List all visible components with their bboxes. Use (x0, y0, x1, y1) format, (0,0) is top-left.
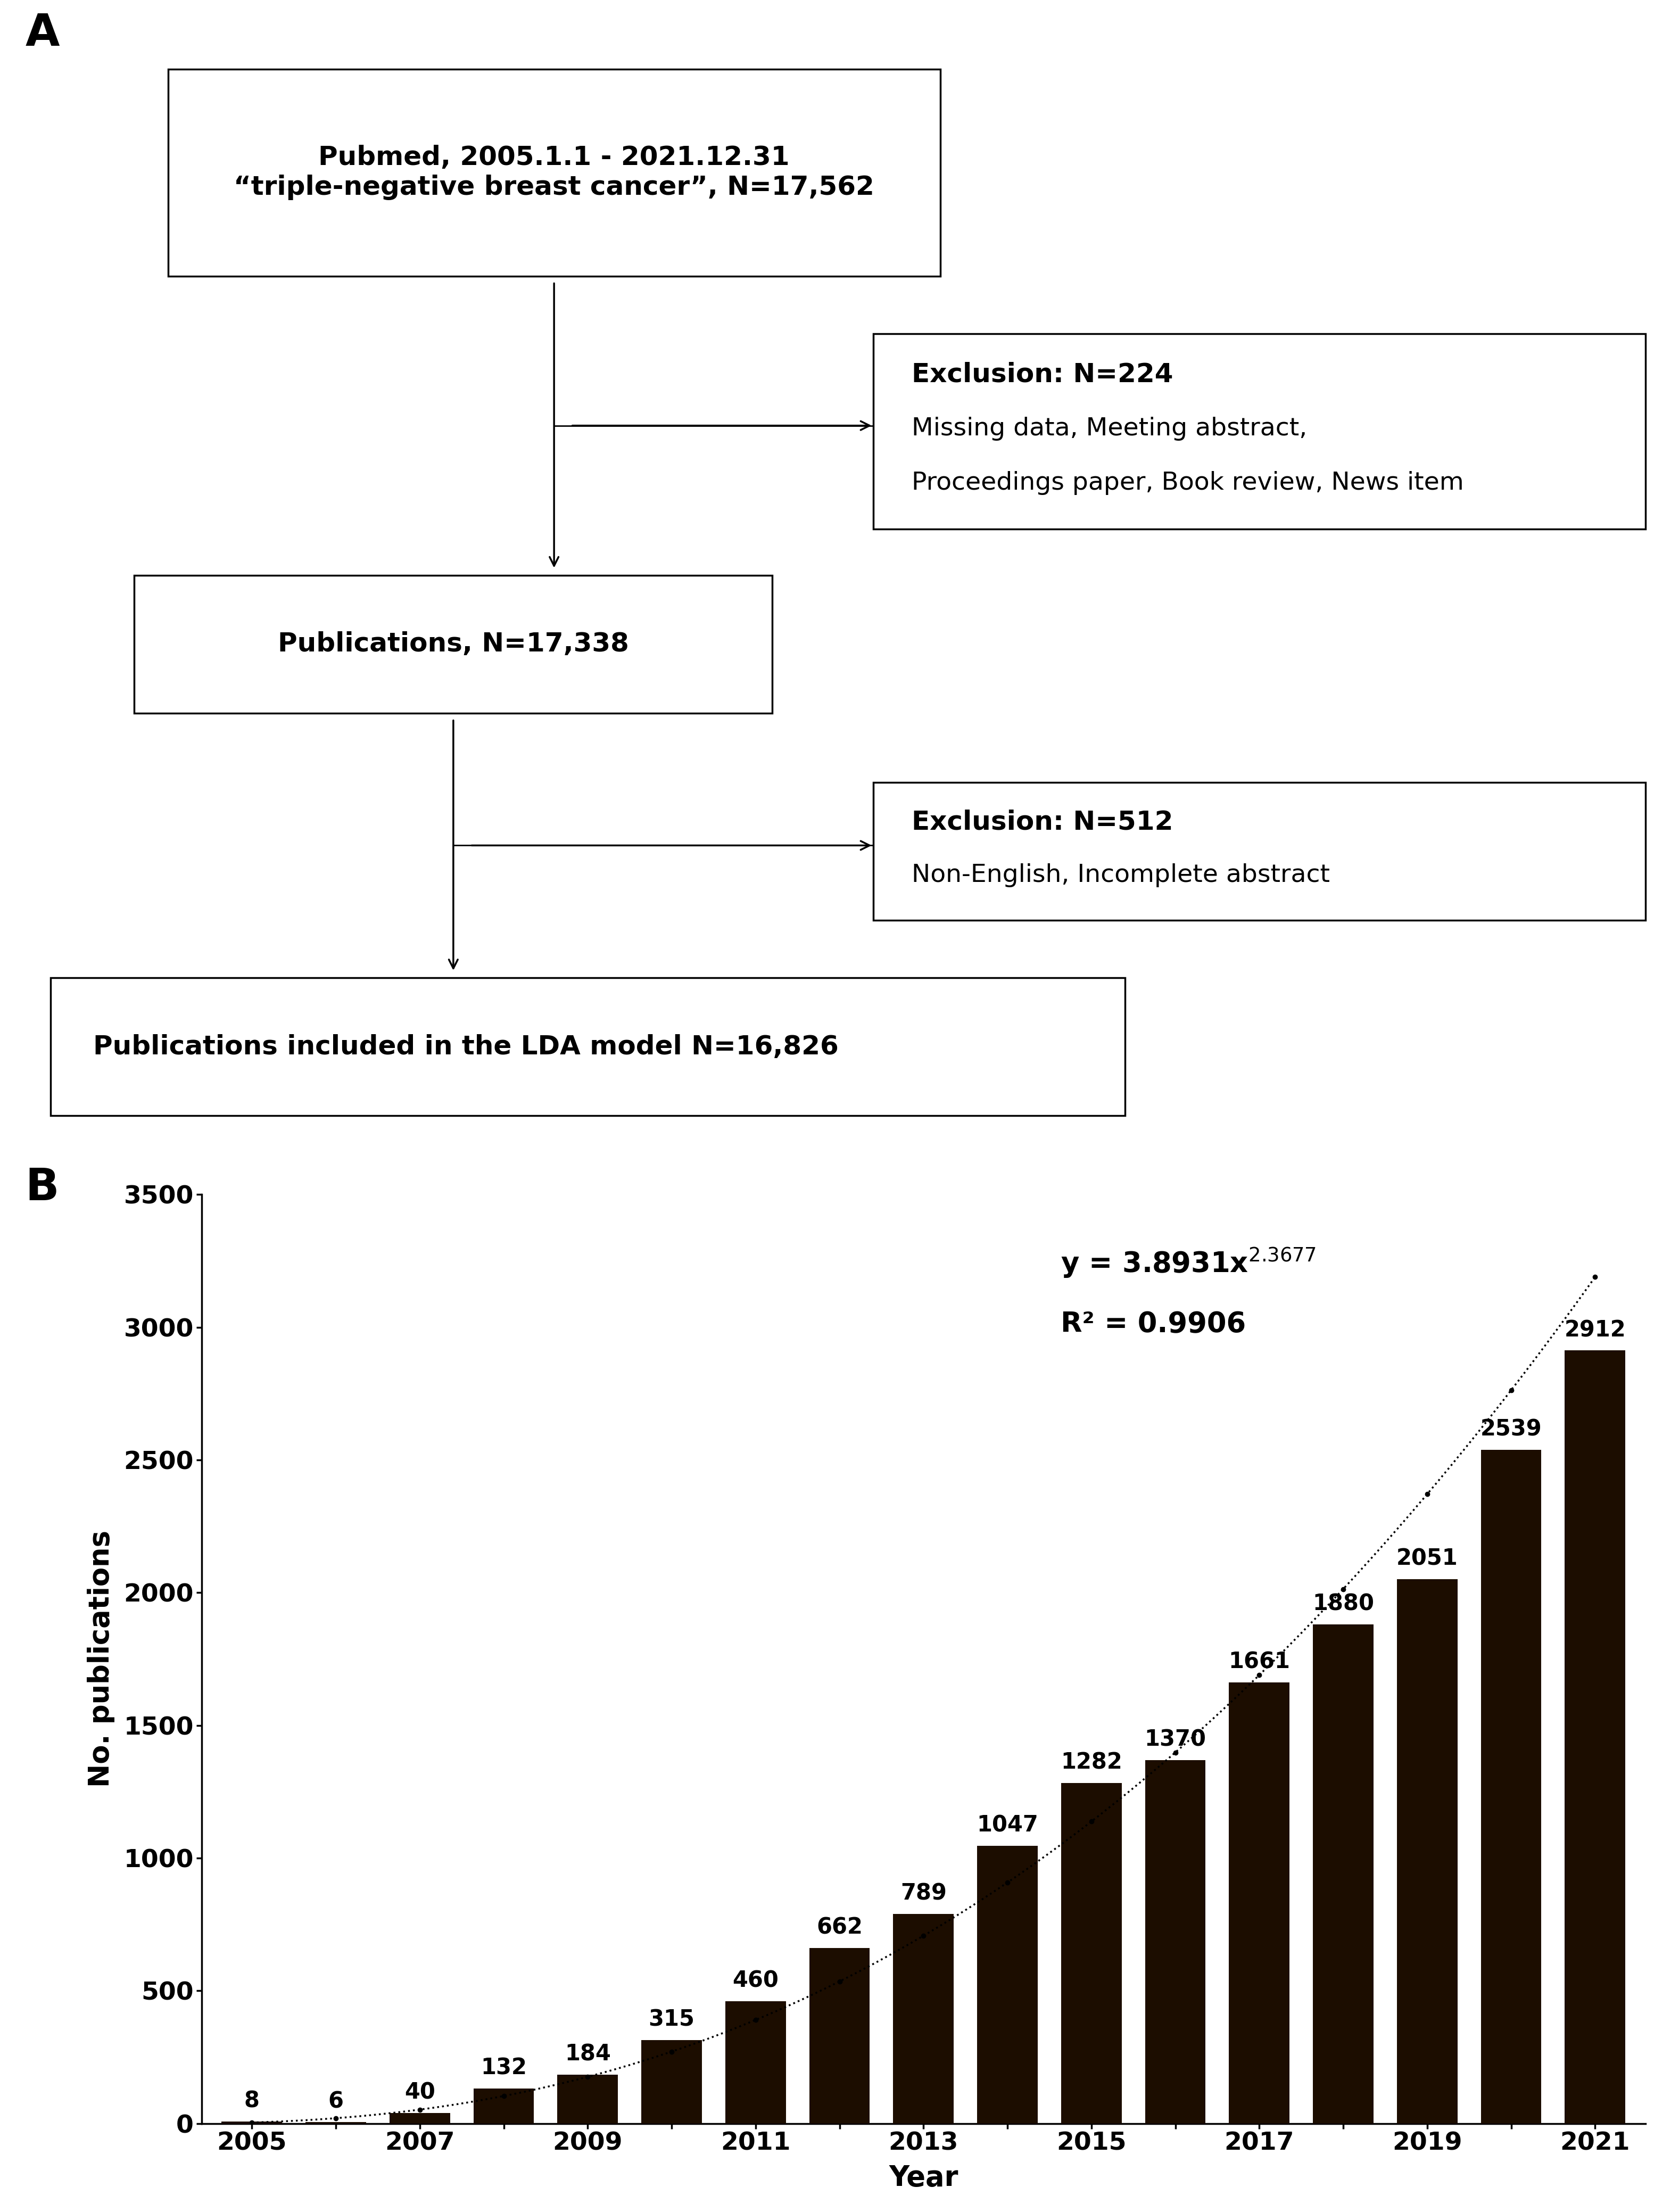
Text: 6: 6 (327, 2090, 344, 2112)
Text: 2539: 2539 (1481, 1418, 1541, 1440)
Bar (1229, 1683, 1289, 2124)
Bar (1061, 1783, 1122, 2124)
Text: 40: 40 (405, 2081, 435, 2104)
Bar (977, 1845, 1038, 2124)
Text: 184: 184 (564, 2044, 611, 2066)
Text: 132: 132 (480, 2057, 527, 2079)
Bar (1313, 1624, 1373, 2124)
FancyBboxPatch shape (873, 783, 1645, 920)
FancyBboxPatch shape (134, 575, 772, 712)
Text: 1370: 1370 (1145, 1728, 1206, 1750)
Bar (893, 1913, 954, 2124)
Text: 2912: 2912 (1565, 1318, 1625, 1340)
Text: 460: 460 (732, 1969, 779, 1993)
Text: Publications included in the LDA model N=16,826: Publications included in the LDA model N… (94, 1033, 840, 1060)
Bar (1481, 1449, 1541, 2124)
Text: 315: 315 (648, 2008, 695, 2031)
Text: R² = 0.9906: R² = 0.9906 (1061, 1310, 1246, 1338)
FancyBboxPatch shape (50, 978, 1125, 1115)
Bar (473, 2088, 534, 2124)
Text: Exclusion: N=224: Exclusion: N=224 (912, 361, 1174, 387)
Bar (1397, 1579, 1457, 2124)
Text: A: A (25, 11, 59, 55)
FancyBboxPatch shape (168, 69, 940, 276)
FancyBboxPatch shape (873, 334, 1645, 529)
Text: 1282: 1282 (1061, 1752, 1122, 1774)
Text: 1047: 1047 (977, 1814, 1038, 1836)
Bar (809, 1949, 870, 2124)
Text: Proceedings paper, Book review, News item: Proceedings paper, Book review, News ite… (912, 471, 1464, 495)
Bar (1565, 1352, 1625, 2124)
Text: 1661: 1661 (1229, 1650, 1289, 1672)
Bar (557, 2075, 618, 2124)
Text: 789: 789 (900, 1882, 947, 1905)
Text: Pubmed, 2005.1.1 - 2021.12.31
“triple-negative breast cancer”, N=17,562: Pubmed, 2005.1.1 - 2021.12.31 “triple-ne… (233, 146, 875, 199)
Text: 1880: 1880 (1313, 1593, 1373, 1615)
Text: 2051: 2051 (1397, 1548, 1457, 1571)
X-axis label: Year: Year (888, 2163, 959, 2192)
Text: Exclusion: N=512: Exclusion: N=512 (912, 810, 1174, 834)
Text: Publications, N=17,338: Publications, N=17,338 (277, 630, 630, 657)
Bar (725, 2002, 786, 2124)
Y-axis label: No. publications: No. publications (87, 1531, 114, 1787)
Text: B: B (25, 1166, 59, 1210)
Bar (390, 2112, 450, 2124)
Text: y = 3.8931x$^{2.3677}$: y = 3.8931x$^{2.3677}$ (1061, 1245, 1316, 1279)
Bar (641, 2039, 702, 2124)
Text: Non-English, Incomplete abstract: Non-English, Incomplete abstract (912, 863, 1330, 887)
Text: 8: 8 (243, 2090, 260, 2112)
Text: 662: 662 (816, 1916, 863, 1938)
Text: Missing data, Meeting abstract,: Missing data, Meeting abstract, (912, 416, 1308, 440)
Bar (1145, 1761, 1206, 2124)
